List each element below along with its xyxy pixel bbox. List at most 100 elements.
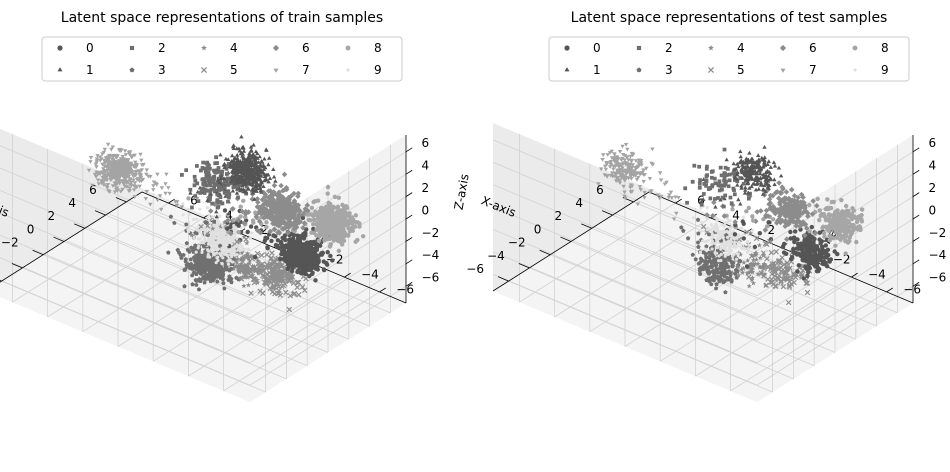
- point-class-0: [824, 251, 829, 256]
- point-class-6: [788, 186, 795, 193]
- point-class-7: [138, 152, 143, 157]
- z-tick-mark: [912, 237, 920, 242]
- point-class-2: [685, 200, 689, 205]
- point-class-9: [210, 246, 215, 250]
- point-class-4: [237, 264, 243, 270]
- point-class-4: [237, 275, 244, 281]
- point-class-9: [181, 213, 185, 217]
- point-class-0: [273, 242, 279, 248]
- point-class-9: [717, 236, 722, 241]
- point-class-9: [716, 245, 720, 249]
- point-class-5: [294, 284, 300, 290]
- point-class-3: [201, 262, 207, 267]
- z-tick-label: −6: [422, 271, 440, 285]
- point-class-1: [264, 147, 269, 152]
- point-class-9: [726, 235, 730, 239]
- z-tick-label: −6: [929, 271, 947, 285]
- point-class-9: [721, 242, 725, 246]
- point-class-3: [192, 258, 198, 263]
- point-class-7: [151, 188, 156, 192]
- z-tick-mark: [405, 237, 413, 242]
- point-class-4: [230, 266, 236, 272]
- point-class-9: [218, 228, 222, 232]
- point-class-3: [211, 257, 216, 262]
- point-class-5: [267, 262, 273, 269]
- point-class-8: [328, 244, 333, 249]
- point-class-3: [183, 257, 188, 262]
- point-class-5: [280, 282, 287, 289]
- point-class-9: [222, 234, 226, 238]
- point-class-4: [254, 277, 260, 283]
- point-class-2: [234, 185, 239, 189]
- point-class-9: [729, 241, 733, 245]
- point-class-5: [263, 275, 270, 282]
- data-points: [86, 134, 366, 313]
- x-tick-label: −2: [1, 236, 19, 250]
- point-class-8: [355, 220, 360, 225]
- point-class-0: [802, 239, 808, 244]
- point-class-4: [246, 260, 252, 266]
- point-class-0: [248, 224, 254, 229]
- point-class-3: [194, 282, 199, 287]
- point-class-0: [280, 249, 285, 254]
- point-class-8: [311, 230, 317, 235]
- point-class-9: [215, 224, 219, 228]
- point-class-7: [105, 142, 111, 147]
- point-class-3: [166, 250, 171, 255]
- point-class-0: [293, 263, 298, 268]
- point-class-8: [316, 238, 321, 243]
- point-class-3: [221, 267, 227, 272]
- point-class-4: [235, 262, 241, 268]
- point-class-4: [245, 282, 252, 288]
- point-class-8: [320, 210, 326, 215]
- point-class-7: [163, 182, 168, 187]
- point-class-9: [186, 228, 190, 232]
- point-class-2: [202, 191, 207, 195]
- point-class-6: [271, 182, 278, 189]
- point-class-8: [854, 239, 859, 245]
- x-tick-label: −4: [487, 249, 505, 263]
- x-tick-mark: [74, 223, 85, 229]
- z-tick-label: 4: [929, 159, 937, 173]
- point-class-9: [221, 241, 225, 245]
- point-class-0: [801, 276, 806, 281]
- point-class-5: [271, 271, 278, 277]
- point-class-2: [201, 160, 206, 165]
- point-class-8: [328, 201, 333, 207]
- point-class-9: [214, 232, 218, 236]
- point-class-0: [809, 240, 814, 245]
- point-class-0: [290, 252, 295, 258]
- point-class-4: [241, 283, 247, 289]
- point-class-9: [728, 218, 732, 223]
- point-class-9: [215, 251, 219, 255]
- point-class-9: [216, 233, 220, 237]
- point-class-4: [247, 274, 254, 279]
- point-class-0: [307, 267, 312, 272]
- point-class-9: [221, 256, 225, 260]
- z-tick-label: 0: [929, 203, 937, 217]
- legend-label-8: 8: [374, 41, 382, 55]
- point-class-2: [192, 183, 197, 188]
- point-class-9: [207, 213, 211, 217]
- point-class-9: [199, 240, 203, 244]
- point-class-3: [198, 278, 203, 283]
- point-class-0: [325, 250, 330, 255]
- point-class-2: [216, 205, 221, 209]
- point-class-9: [736, 252, 740, 256]
- point-class-0: [804, 246, 809, 251]
- point-class-4: [234, 259, 240, 265]
- point-class-3: [193, 243, 198, 248]
- point-class-0: [807, 236, 813, 241]
- point-class-9: [206, 249, 210, 253]
- point-class-7: [139, 158, 144, 163]
- z-tick-label: 6: [422, 136, 430, 150]
- point-class-1: [239, 134, 244, 139]
- point-class-8: [349, 215, 354, 220]
- point-class-5: [284, 276, 291, 283]
- point-class-1: [271, 174, 277, 179]
- point-class-9: [699, 206, 703, 210]
- point-class-0: [817, 254, 823, 259]
- legend-label-7: 7: [302, 63, 310, 77]
- y-tick-label: −6: [903, 282, 921, 296]
- y-tick-mark: [168, 198, 175, 204]
